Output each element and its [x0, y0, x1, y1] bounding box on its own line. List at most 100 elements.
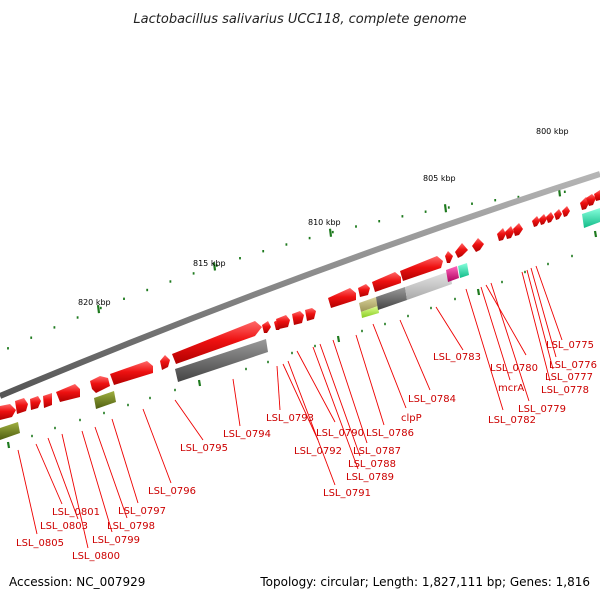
- leader-line: [17, 449, 38, 535]
- inner-tick: [476, 288, 481, 296]
- gene-label: LSL_0777: [545, 372, 593, 383]
- cds-feature: [562, 206, 570, 217]
- gene-label: LSL_0779: [518, 404, 566, 415]
- gene-label: LSL_0798: [107, 521, 155, 532]
- leader-line: [399, 319, 431, 391]
- gene-label: LSL_0797: [118, 506, 166, 517]
- leader-line: [332, 339, 368, 444]
- gene-label: LSL_0783: [433, 352, 481, 363]
- major-scale-tick: [443, 204, 448, 213]
- gene-labels: LSL_0775 LSL_0776 LSL_0777 LSL_0778 LSL_…: [16, 340, 597, 562]
- leader-line: [174, 399, 204, 441]
- gene-label: LSL_0791: [323, 488, 371, 499]
- cds-feature: [532, 216, 540, 227]
- cds-feature: [292, 311, 304, 325]
- cds-feature: [276, 315, 290, 329]
- gene-label: LSL_0778: [541, 385, 589, 396]
- cds-feature: [30, 396, 41, 410]
- cds-feature: [15, 398, 28, 414]
- leader-line: [94, 426, 128, 519]
- leader-line: [296, 350, 336, 423]
- scale-label-815: 815 kbp: [193, 259, 226, 268]
- cds-feature: [56, 384, 80, 402]
- feature-olive: [94, 391, 116, 409]
- scale-labels: 800 kbp 805 kbp 810 kbp 815 kbp 820 kbp: [78, 127, 569, 307]
- cds-feature: [497, 228, 506, 241]
- gene-label: LSL_0799: [92, 535, 140, 546]
- major-scale-tick: [212, 262, 217, 271]
- cds-feature: [305, 308, 316, 321]
- cds-feature: [43, 393, 52, 408]
- leader-line: [287, 360, 336, 486]
- gene-label: LSL_0805: [16, 538, 64, 549]
- feature-tan: [359, 297, 378, 312]
- feature-magenta: [446, 266, 459, 282]
- leader-line: [142, 408, 172, 484]
- gene-label: LSL_0776: [549, 360, 597, 371]
- feature-lime: [361, 306, 379, 318]
- cds-feature: [455, 243, 468, 258]
- forward-cds-track: [0, 190, 600, 420]
- cds-feature: [172, 321, 262, 364]
- gene-label: LSL_0796: [148, 486, 196, 497]
- genome-backbone: [0, 171, 600, 399]
- leader-line: [61, 433, 89, 549]
- scale-label-810: 810 kbp: [308, 218, 341, 227]
- leader-line: [485, 284, 527, 356]
- feature-teal-small: [458, 263, 469, 278]
- gene-label: LSL_0803: [40, 521, 88, 532]
- cds-feature: [400, 256, 443, 281]
- leader-line: [312, 346, 359, 470]
- gene-label: LSL_0790: [316, 428, 364, 439]
- cds-feature: [546, 212, 554, 223]
- cds-feature: [0, 404, 16, 420]
- gene-label: mcrA: [498, 383, 524, 394]
- cds-feature: [372, 272, 401, 292]
- map-title: Lactobacillus salivarius UCC118, complet…: [133, 12, 466, 27]
- scale-label-820: 820 kbp: [78, 298, 111, 307]
- inner-ticks: [6, 230, 598, 449]
- feature-gray: [376, 287, 407, 310]
- leader-line: [232, 378, 241, 427]
- leader-line: [282, 363, 319, 441]
- inner-tick: [336, 335, 341, 343]
- cds-feature: [513, 223, 523, 236]
- cds-feature: [554, 209, 562, 220]
- feature-gray-large: [175, 339, 268, 382]
- leader-line: [319, 343, 361, 457]
- cds-feature: [472, 238, 484, 252]
- leader-line: [35, 443, 63, 505]
- gene-label: LSL_0784: [408, 394, 456, 405]
- cds-feature: [445, 251, 453, 263]
- gene-label: LSL_0780: [490, 363, 538, 374]
- accession-text: Accession: NC_007929: [9, 575, 145, 589]
- leader-line: [111, 418, 139, 504]
- gene-label: LSL_0782: [488, 415, 536, 426]
- gene-label: clpP: [401, 413, 422, 424]
- inner-tick: [197, 379, 202, 387]
- cds-feature: [328, 288, 356, 308]
- leader-line: [521, 271, 551, 382]
- gene-label: LSL_0787: [353, 446, 401, 457]
- feature-teal: [582, 208, 600, 228]
- gene-label: LSL_0788: [348, 459, 396, 470]
- cds-feature: [505, 226, 514, 239]
- gene-label: LSL_0793: [266, 413, 314, 424]
- gene-label: LSL_0794: [223, 429, 271, 440]
- leader-line: [526, 269, 554, 370]
- scale-label-800: 800 kbp: [536, 127, 569, 136]
- cds-feature: [262, 321, 271, 333]
- inner-tick: [593, 230, 598, 238]
- cds-feature: [580, 197, 589, 210]
- leader-line: [465, 288, 504, 411]
- leader-line: [435, 306, 464, 351]
- cds-feature: [160, 355, 170, 370]
- major-scale-tick: [328, 228, 333, 237]
- gene-label: LSL_0801: [52, 507, 100, 518]
- leader-line: [276, 365, 281, 411]
- cds-feature: [90, 376, 110, 393]
- leader-line: [355, 334, 385, 426]
- gene-label: LSL_0789: [346, 472, 394, 483]
- scale-label-805: 805 kbp: [423, 174, 456, 183]
